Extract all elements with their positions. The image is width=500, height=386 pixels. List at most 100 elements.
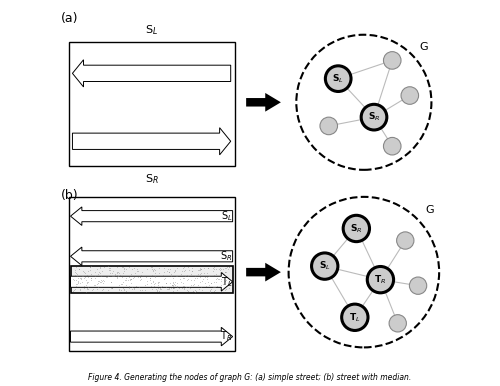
Circle shape — [384, 52, 401, 69]
Point — [211, 284, 219, 290]
Circle shape — [326, 66, 351, 91]
Point — [82, 282, 90, 288]
Point — [154, 279, 162, 285]
Point — [186, 285, 194, 291]
Point — [118, 270, 126, 276]
Point — [80, 274, 88, 281]
Text: S$_R$: S$_R$ — [220, 249, 232, 263]
Point — [213, 275, 221, 281]
Point — [98, 277, 106, 283]
Point — [153, 288, 161, 295]
Point — [192, 288, 200, 294]
Point — [216, 281, 224, 288]
Point — [93, 286, 101, 292]
Point — [188, 268, 196, 274]
Circle shape — [361, 104, 387, 130]
Point — [194, 282, 202, 288]
FancyArrow shape — [72, 128, 231, 155]
Point — [122, 288, 130, 295]
Point — [96, 279, 104, 285]
Point — [167, 285, 175, 291]
Point — [127, 280, 135, 286]
Point — [172, 268, 179, 274]
Point — [173, 287, 181, 293]
Point — [104, 264, 112, 271]
Point — [217, 278, 225, 284]
Point — [178, 268, 186, 274]
Point — [150, 283, 158, 289]
Point — [156, 286, 164, 292]
Point — [130, 265, 138, 271]
Point — [204, 279, 212, 285]
Point — [100, 286, 108, 292]
Point — [168, 288, 176, 294]
Bar — [103, 229, 122, 245]
Point — [150, 266, 158, 272]
Point — [212, 279, 220, 286]
Point — [198, 287, 206, 293]
Point — [191, 274, 199, 281]
Point — [94, 271, 102, 277]
Point — [143, 266, 151, 272]
Circle shape — [389, 315, 406, 332]
Point — [118, 274, 126, 280]
Point — [70, 272, 78, 278]
Point — [198, 276, 206, 282]
Point — [133, 267, 141, 274]
Point — [114, 273, 122, 279]
Point — [80, 270, 88, 276]
Point — [112, 271, 120, 278]
Point — [87, 275, 95, 281]
Circle shape — [342, 304, 368, 330]
Point — [216, 265, 224, 271]
Text: T$_R$: T$_R$ — [374, 273, 386, 286]
Point — [214, 276, 222, 282]
Point — [204, 276, 212, 282]
Point — [98, 278, 106, 284]
Point — [168, 283, 176, 290]
Point — [106, 278, 114, 284]
Point — [222, 269, 230, 275]
Bar — [180, 97, 201, 119]
Point — [84, 279, 92, 285]
Bar — [76, 97, 96, 119]
Point — [82, 288, 90, 295]
Point — [82, 280, 90, 286]
Point — [84, 274, 92, 280]
Point — [84, 272, 92, 278]
Point — [80, 283, 88, 289]
Point — [107, 279, 115, 286]
Point — [104, 267, 112, 274]
Point — [221, 269, 229, 275]
Point — [72, 267, 80, 273]
Point — [72, 273, 80, 279]
Point — [115, 286, 123, 293]
Point — [206, 288, 214, 294]
Point — [126, 271, 134, 277]
Point — [96, 279, 104, 285]
Point — [122, 266, 130, 272]
FancyArrow shape — [70, 273, 233, 291]
Point — [196, 279, 203, 285]
Point — [78, 279, 86, 285]
Point — [221, 264, 229, 271]
Point — [84, 286, 92, 292]
Point — [210, 268, 218, 274]
Point — [187, 277, 195, 283]
Text: G: G — [419, 42, 428, 52]
Point — [168, 280, 176, 286]
Bar — [102, 97, 123, 119]
Text: T$_L$: T$_L$ — [349, 311, 360, 323]
Point — [69, 276, 77, 282]
Point — [128, 286, 136, 292]
Point — [210, 284, 218, 291]
Point — [86, 264, 94, 270]
Point — [165, 286, 173, 292]
Point — [134, 266, 141, 272]
Text: Figure 4. Generating the nodes of graph G: (a) simple street; (b) street with me: Figure 4. Generating the nodes of graph … — [88, 373, 411, 382]
Point — [151, 273, 159, 279]
Point — [149, 268, 157, 274]
Point — [170, 281, 178, 287]
Point — [114, 273, 122, 279]
Bar — [77, 229, 96, 245]
